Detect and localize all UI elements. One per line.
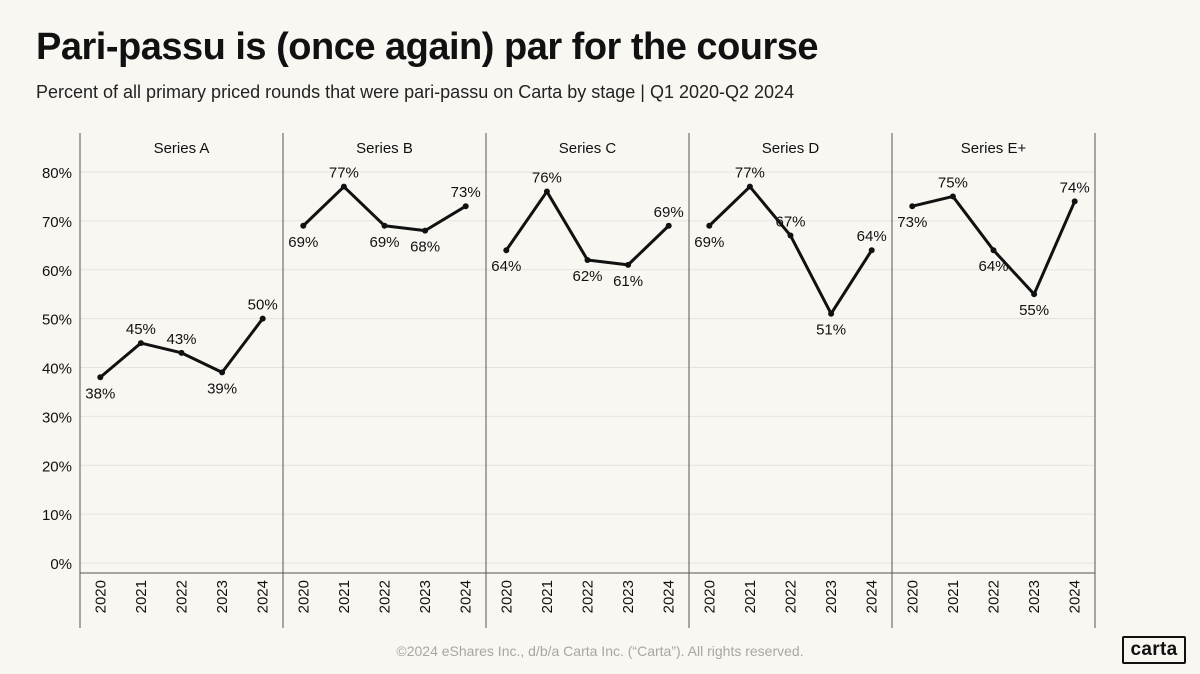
data-label: 69% [288, 234, 318, 251]
x-tick-label: 2022 [174, 580, 191, 613]
data-label: 50% [248, 297, 278, 314]
data-point [178, 349, 185, 356]
data-label: 69% [694, 234, 724, 251]
data-label: 38% [85, 385, 115, 402]
data-label: 75% [938, 174, 968, 191]
data-point [381, 222, 388, 229]
data-point [462, 203, 469, 210]
data-point [868, 247, 875, 254]
panel-header: Series B [356, 140, 413, 157]
x-tick-label: 2021 [133, 580, 150, 613]
y-tick-label: 40% [42, 361, 72, 378]
y-tick-label: 60% [42, 263, 72, 280]
x-tick-label: 2020 [295, 580, 312, 613]
data-point [706, 222, 713, 229]
data-label: 73% [897, 214, 927, 231]
data-point [1031, 291, 1038, 298]
series-line [99, 317, 264, 379]
data-point [97, 374, 104, 381]
x-tick-label: 2021 [336, 580, 353, 613]
x-tick-label: 2024 [255, 580, 272, 613]
x-tick-label: 2024 [458, 580, 475, 613]
x-tick-label: 2024 [661, 580, 678, 613]
panel-header: Series D [762, 140, 820, 157]
data-point [422, 227, 429, 234]
data-label: 68% [410, 239, 440, 256]
data-label: 64% [978, 258, 1008, 275]
data-point [584, 256, 591, 263]
series-line [708, 185, 873, 316]
x-tick-label: 2020 [92, 580, 109, 613]
data-label: 61% [613, 273, 643, 290]
data-label: 77% [735, 165, 765, 182]
y-tick-label: 50% [42, 312, 72, 329]
x-tick-label: 2022 [783, 580, 800, 613]
data-point [219, 369, 226, 376]
x-tick-label: 2021 [742, 580, 759, 613]
data-point [543, 188, 550, 195]
series-line [505, 190, 670, 267]
data-label: 62% [572, 268, 602, 285]
x-tick-label: 2020 [701, 580, 718, 613]
data-point [787, 232, 794, 239]
y-tick-label: 20% [42, 458, 72, 475]
panel-header: Series C [559, 140, 617, 157]
y-tick-label: 80% [42, 165, 72, 182]
data-label: 67% [775, 214, 805, 231]
data-label: 69% [654, 204, 684, 221]
x-tick-label: 2023 [1026, 580, 1043, 613]
x-tick-label: 2020 [498, 580, 515, 613]
data-point [137, 340, 144, 347]
x-tick-label: 2020 [904, 580, 921, 613]
data-label: 69% [369, 234, 399, 251]
data-label: 55% [1019, 302, 1049, 319]
data-point [990, 247, 997, 254]
data-label: 64% [491, 258, 521, 275]
data-point [1071, 198, 1078, 205]
chart-subtitle: Percent of all primary priced rounds tha… [36, 82, 795, 102]
data-point [665, 222, 672, 229]
y-tick-label: 70% [42, 214, 72, 231]
data-point [340, 183, 347, 190]
data-label: 64% [857, 228, 887, 245]
x-tick-label: 2021 [539, 580, 556, 613]
x-tick-label: 2022 [377, 580, 394, 613]
data-label: 74% [1060, 179, 1090, 196]
panel-header: Series E+ [961, 140, 1027, 157]
y-tick-label: 30% [42, 409, 72, 426]
x-tick-label: 2021 [945, 580, 962, 613]
data-label: 76% [532, 170, 562, 187]
x-tick-label: 2023 [823, 580, 840, 613]
data-point [625, 261, 632, 268]
data-label: 51% [816, 322, 846, 339]
x-tick-label: 2022 [986, 580, 1003, 613]
x-tick-label: 2022 [580, 580, 597, 613]
data-label: 43% [166, 331, 196, 348]
data-point [259, 315, 266, 322]
x-tick-label: 2024 [864, 580, 881, 613]
data-point [300, 222, 307, 229]
data-label: 73% [451, 184, 481, 201]
panel-header: Series A [154, 140, 210, 157]
copyright-footer: ©2024 eShares Inc., d/b/a Carta Inc. (“C… [396, 643, 804, 659]
data-label: 77% [329, 165, 359, 182]
data-label: 39% [207, 380, 237, 397]
chart-title: Pari-passu is (once again) par for the c… [36, 26, 819, 68]
series-line [911, 194, 1077, 296]
data-point [909, 203, 916, 210]
data-label: 45% [126, 321, 156, 338]
data-point [746, 183, 753, 190]
x-tick-label: 2023 [620, 580, 637, 613]
carta-logo: carta [1122, 636, 1186, 664]
data-point [949, 193, 956, 200]
x-tick-label: 2023 [417, 580, 434, 613]
data-point [828, 310, 835, 317]
x-tick-label: 2023 [214, 580, 231, 613]
x-tick-label: 2024 [1067, 580, 1084, 613]
y-tick-label: 10% [42, 507, 72, 524]
y-tick-label: 0% [50, 556, 72, 573]
data-point [503, 247, 510, 254]
